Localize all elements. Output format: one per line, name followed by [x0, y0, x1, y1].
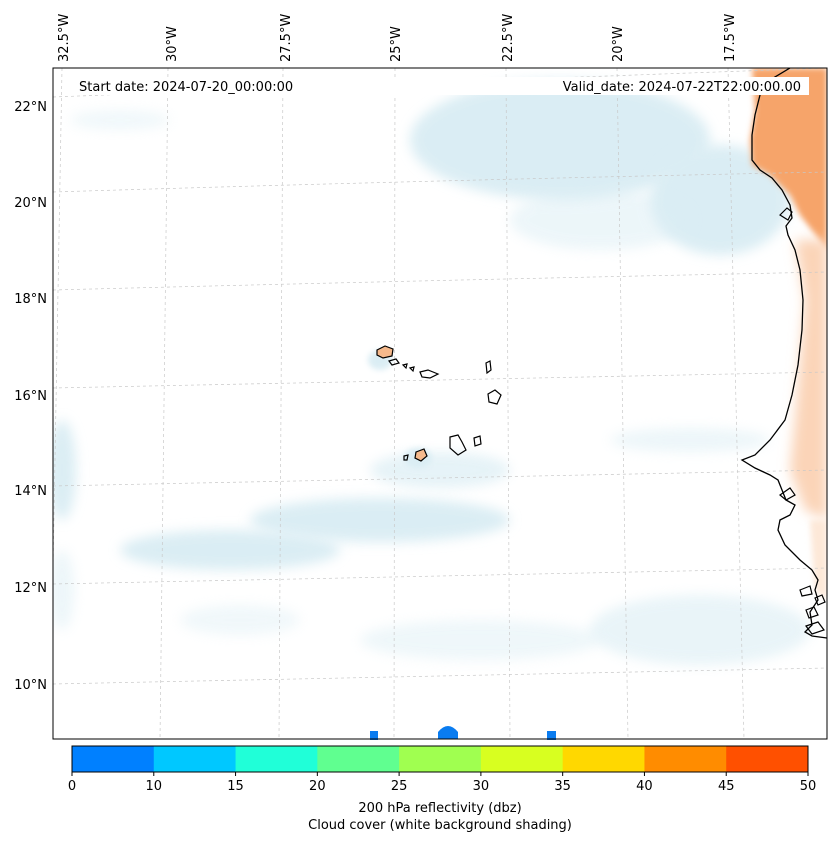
longitude-labels: 32.5°W 30°W 27.5°W 25°W 22.5°W 20°W 17.5… [57, 14, 738, 62]
colorbar-tick-label: 10 [146, 779, 163, 794]
colorbar-segment [317, 746, 400, 772]
lon-label: 25°W [389, 26, 404, 62]
lat-label: 10°N [14, 678, 47, 693]
colorbar-border [71, 745, 809, 773]
lon-label: 22.5°W [501, 14, 516, 62]
lat-label: 12°N [14, 581, 47, 596]
lat-label: 14°N [14, 484, 47, 499]
colorbar-tick-label: 50 [800, 779, 817, 794]
colorbar-segment [480, 746, 564, 772]
lat-label: 18°N [14, 292, 47, 307]
cloud-cover-shading [53, 80, 810, 665]
lat-label: 20°N [14, 196, 47, 211]
colorbar-segment [644, 746, 727, 772]
colorbar-sublabel: Cloud cover (white background shading) [308, 818, 572, 833]
colorbar-tick-label: 35 [554, 779, 571, 794]
colorbar-tick-label: 40 [636, 779, 653, 794]
colorbar-segment [562, 746, 645, 772]
map-border [52, 67, 828, 740]
graticule [53, 68, 827, 739]
reflectivity-land-shading [377, 68, 827, 600]
colorbar-segment [726, 746, 809, 772]
lon-label: 30°W [165, 26, 180, 62]
africa-coastline [740, 68, 827, 639]
latitude-labels: 22°N 20°N 18°N 16°N 14°N 12°N 10°N [14, 100, 47, 693]
colorbar-tick-label: 30 [473, 779, 490, 794]
colorbar-segment [72, 746, 155, 772]
lon-label: 20°W [611, 26, 626, 62]
lon-label: 32.5°W [57, 14, 72, 62]
reflectivity-blobs [370, 726, 556, 740]
colorbar-tick-label: 15 [227, 779, 244, 794]
lon-label: 17.5°W [723, 14, 738, 62]
date-strip [66, 77, 809, 95]
colorbar-segment [153, 746, 237, 772]
colorbar-label: 200 hPa reflectivity (dbz) [358, 801, 522, 816]
lon-label: 27.5°W [279, 14, 294, 62]
colorbar-tick-label: 0 [68, 779, 76, 794]
cabo-verde-islands [376, 345, 502, 462]
colorbar-segment [399, 746, 482, 772]
valid-date-text: Valid_date: 2024-07-22T22:00:00.00 [563, 80, 801, 95]
colorbar-tick-label: 45 [718, 779, 735, 794]
colorbar: 0 10 15 20 25 30 35 40 45 50 [68, 745, 817, 794]
lat-label: 16°N [14, 389, 47, 404]
coastline-islands [779, 207, 826, 635]
lat-label: 22°N [14, 100, 47, 115]
start-date-text: Start date: 2024-07-20_00:00:00 [79, 80, 293, 95]
colorbar-tick-label: 25 [391, 779, 408, 794]
colorbar-tick-label: 20 [309, 779, 326, 794]
colorbar-segment [235, 746, 318, 772]
